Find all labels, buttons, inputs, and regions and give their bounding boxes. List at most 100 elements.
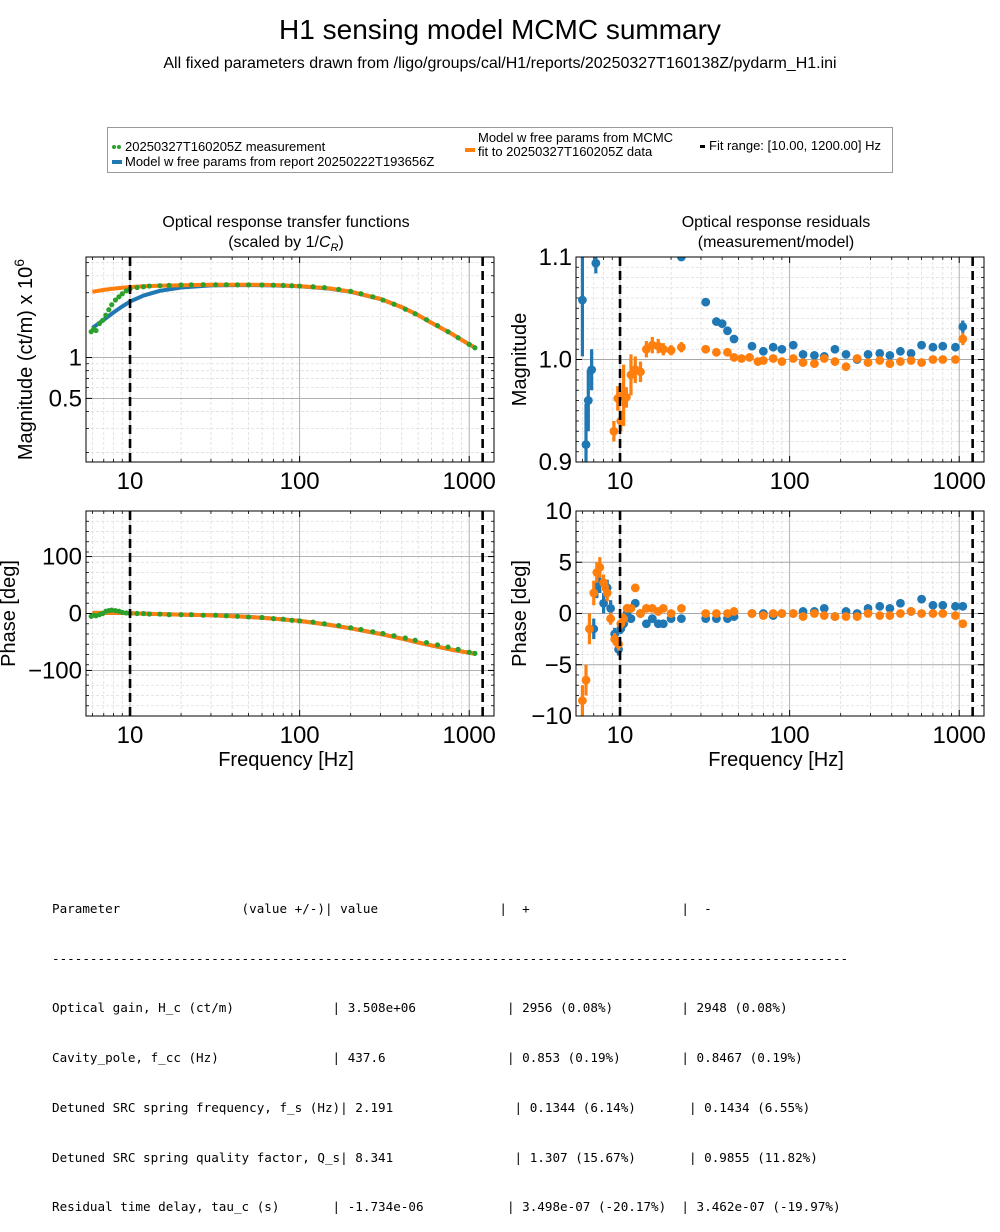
data-point-report_model (758, 346, 768, 356)
data-point-report_model (958, 601, 968, 611)
y-tick-label: −100 (28, 657, 82, 684)
table-cell: Residual time delay, tau_c (s) (52, 1199, 333, 1215)
y-axis-label-text: Magnitude (509, 313, 531, 406)
data-point-mcmc_model (863, 609, 873, 618)
data-point-measurement (402, 635, 408, 641)
y-tick-label: 0.9 (539, 449, 572, 476)
data-point-measurement (402, 306, 408, 312)
plot-mag_res: 10 100 1000 0.9 1.0 1.1 Optical response resid… (509, 214, 986, 495)
data-point-measurement (270, 282, 276, 288)
data-point-measurement (93, 327, 99, 334)
data-point-measurement (358, 626, 364, 633)
table-cell: Cavity_pole, f_cc (Hz) (52, 1049, 333, 1065)
data-point-mcmc_model (606, 614, 616, 624)
data-point-report_model (863, 349, 873, 359)
y-axis-label-sup: 6 (11, 259, 27, 267)
data-point-mcmc_model (958, 334, 968, 344)
legend-line-swatch (112, 160, 122, 164)
data-point-measurement (188, 282, 194, 288)
data-point-measurement (391, 633, 397, 639)
data-point-measurement (445, 644, 451, 650)
table-cell: Detuned SRC spring quality factor, Q_s (52, 1149, 341, 1165)
data-point-mcmc_model (830, 612, 840, 621)
data-point-measurement (106, 307, 112, 313)
table-cell: Detuned SRC spring frequency, f_s (Hz) (52, 1099, 341, 1115)
data-point-measurement (223, 282, 229, 288)
data-point-measurement (157, 611, 163, 617)
data-point-mcmc_model (788, 354, 798, 363)
table-cell: -1.734e-06 (340, 1199, 507, 1215)
data-point-measurement (297, 283, 303, 289)
data-point-mcmc_model (852, 612, 862, 621)
data-point-measurement (380, 630, 386, 637)
data-point-measurement (280, 282, 286, 288)
subplot-title-text: (scaled by 1/ (228, 234, 319, 251)
y-tick-label: 1 (69, 345, 82, 372)
table-cell: 3.508e+06 (340, 1000, 507, 1016)
data-point-mcmc_model (636, 609, 645, 618)
data-point-measurement (119, 291, 125, 297)
table-row: Cavity_pole, f_cc (Hz) | 437.6 | 0.853 (… (52, 1049, 803, 1065)
legend-entry-fit-range: Fit range: [10.00, 1200.00] Hz (700, 139, 881, 153)
table-cell: 2.191 (347, 1099, 515, 1115)
x-axis-label: Frequency [Hz] (218, 749, 354, 771)
data-point-measurement (358, 291, 364, 297)
data-point-measurement (336, 286, 342, 292)
table-header-cell: value (332, 901, 500, 917)
legend-dash-swatch (700, 144, 705, 148)
table-cell: 2948 (0.08%) (688, 1000, 788, 1016)
data-point-report_model (647, 614, 657, 624)
data-point-report_model (917, 340, 926, 350)
data-point-report_model (777, 344, 787, 354)
data-point-mcmc_model (595, 562, 605, 572)
data-point-mcmc_model (885, 611, 895, 620)
data-point-report_model (885, 603, 895, 613)
data-point-report_model (906, 348, 916, 358)
table-cell: 3.498e-07 (-20.17%) (514, 1199, 682, 1215)
data-point-mcmc_model (852, 354, 862, 363)
data-point-mcmc_model (768, 354, 778, 363)
data-point-mcmc_model (885, 359, 895, 368)
plot-frame (575, 256, 985, 463)
data-point-measurement (391, 301, 397, 307)
figure-subtitle: All fixed parameters drawn from /ligo/gr… (163, 55, 837, 72)
subplot-title-math: C (319, 234, 331, 251)
y-tick-label: 5 (559, 549, 572, 576)
data-point-mcmc_model (875, 356, 885, 365)
data-point-measurement (455, 335, 461, 341)
data-point-measurement (259, 614, 265, 621)
legend-label-measurement: 20250327T160205Z measurement (125, 139, 326, 154)
data-point-measurement (423, 639, 430, 646)
data-point-measurement (96, 320, 103, 327)
data-point-report_model (581, 440, 591, 449)
data-point-mcmc_model (630, 583, 640, 593)
data-point-measurement (310, 284, 316, 290)
y-tick-label: 100 (42, 544, 82, 571)
plot-frame (85, 256, 495, 463)
data-point-mcmc_model (711, 609, 721, 618)
data-point-measurement (336, 622, 342, 629)
data-point-mcmc_model (819, 354, 829, 363)
data-point-measurement (166, 282, 172, 288)
data-point-report_model (798, 349, 808, 359)
data-point-mcmc_model (830, 357, 840, 366)
data-point-measurement (321, 285, 328, 291)
data-point-measurement (166, 612, 172, 618)
data-point-mcmc_model (951, 355, 960, 364)
data-point-mcmc_model (609, 426, 619, 436)
data-point-mcmc_model (896, 609, 905, 618)
x-axis-label: Frequency [Hz] (708, 749, 844, 771)
data-point-measurement (234, 282, 241, 288)
y-tick-label: 0 (69, 601, 82, 628)
data-point-measurement (370, 629, 376, 635)
y-tick-label: 1.0 (539, 347, 572, 374)
data-point-report_model (938, 341, 948, 351)
data-point-measurement (280, 616, 286, 622)
data-point-mcmc_model (768, 609, 778, 618)
subplot-title: Optical response residuals (682, 214, 871, 231)
data-point-report_model (928, 342, 938, 352)
legend-entry-measurement: 20250327T160205Z measurement (112, 140, 325, 154)
legend-label-mcmc-model: Model w free params from MCMC fit to 2025… (478, 130, 674, 159)
data-point-mcmc_model (928, 355, 938, 364)
table-cell: 3.462e-07 (-19.97%) (688, 1199, 841, 1215)
